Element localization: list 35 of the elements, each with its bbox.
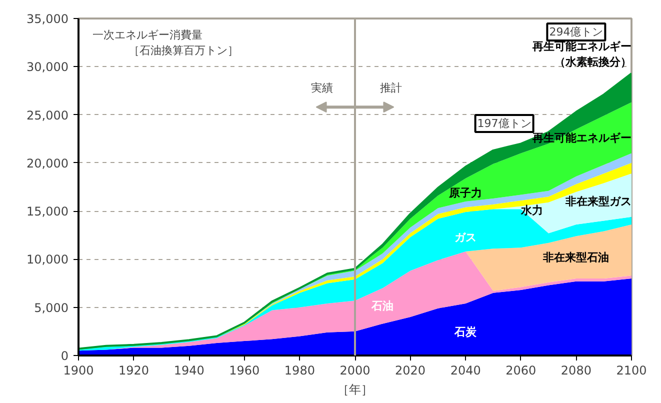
x-tick-label: 1960 bbox=[229, 364, 260, 378]
series-label: 再生可能エネルギー（水素転換分） bbox=[532, 40, 632, 68]
series-label: 石炭 bbox=[454, 326, 478, 339]
x-tick-label: 2000 bbox=[340, 364, 370, 378]
annotation: 実績 bbox=[310, 81, 333, 94]
y-tick-label: 20,000 bbox=[26, 156, 69, 170]
x-tick-label: 1920 bbox=[118, 364, 150, 378]
series-label: 再生可能エネルギー bbox=[532, 131, 632, 144]
y-tick-label: 15,000 bbox=[26, 204, 69, 219]
series-label: 非在来型ガス bbox=[564, 195, 632, 208]
x-axis-title: ［年］ bbox=[337, 382, 373, 396]
y-tick-label: 25,000 bbox=[26, 108, 69, 122]
series-label: ガス bbox=[454, 231, 477, 244]
annotation: ［石油換算百万トン］ bbox=[128, 44, 238, 57]
x-tick-label: 2040 bbox=[450, 364, 481, 378]
x-tick-label: 2020 bbox=[395, 364, 426, 378]
series-label: 非在来型石油 bbox=[542, 250, 610, 264]
x-tick-label: 1900 bbox=[63, 364, 94, 378]
y-tick-label: 0 bbox=[60, 349, 69, 363]
series-label: 原子力 bbox=[448, 186, 482, 200]
x-tick-label: 2060 bbox=[506, 364, 536, 378]
x-tick-label: 1940 bbox=[174, 364, 204, 378]
y-tick-label: 10,000 bbox=[26, 252, 69, 267]
y-tick-label: 5,000 bbox=[34, 300, 69, 315]
series-label: 石油 bbox=[370, 299, 394, 312]
x-tick-label: 2080 bbox=[560, 364, 592, 378]
x-tick-label: 1980 bbox=[284, 364, 315, 378]
annotation: 294億トン bbox=[549, 25, 604, 38]
x-tick-label: 2100 bbox=[616, 364, 647, 378]
y-tick-label: 35,000 bbox=[26, 12, 69, 26]
series-label: 水力 bbox=[520, 204, 543, 218]
annotation: 一次エネルギー消費量 bbox=[92, 28, 202, 42]
annotation: 推計 bbox=[380, 81, 402, 94]
y-tick-label: 30,000 bbox=[26, 60, 69, 74]
annotation: 197億トン bbox=[477, 116, 532, 130]
